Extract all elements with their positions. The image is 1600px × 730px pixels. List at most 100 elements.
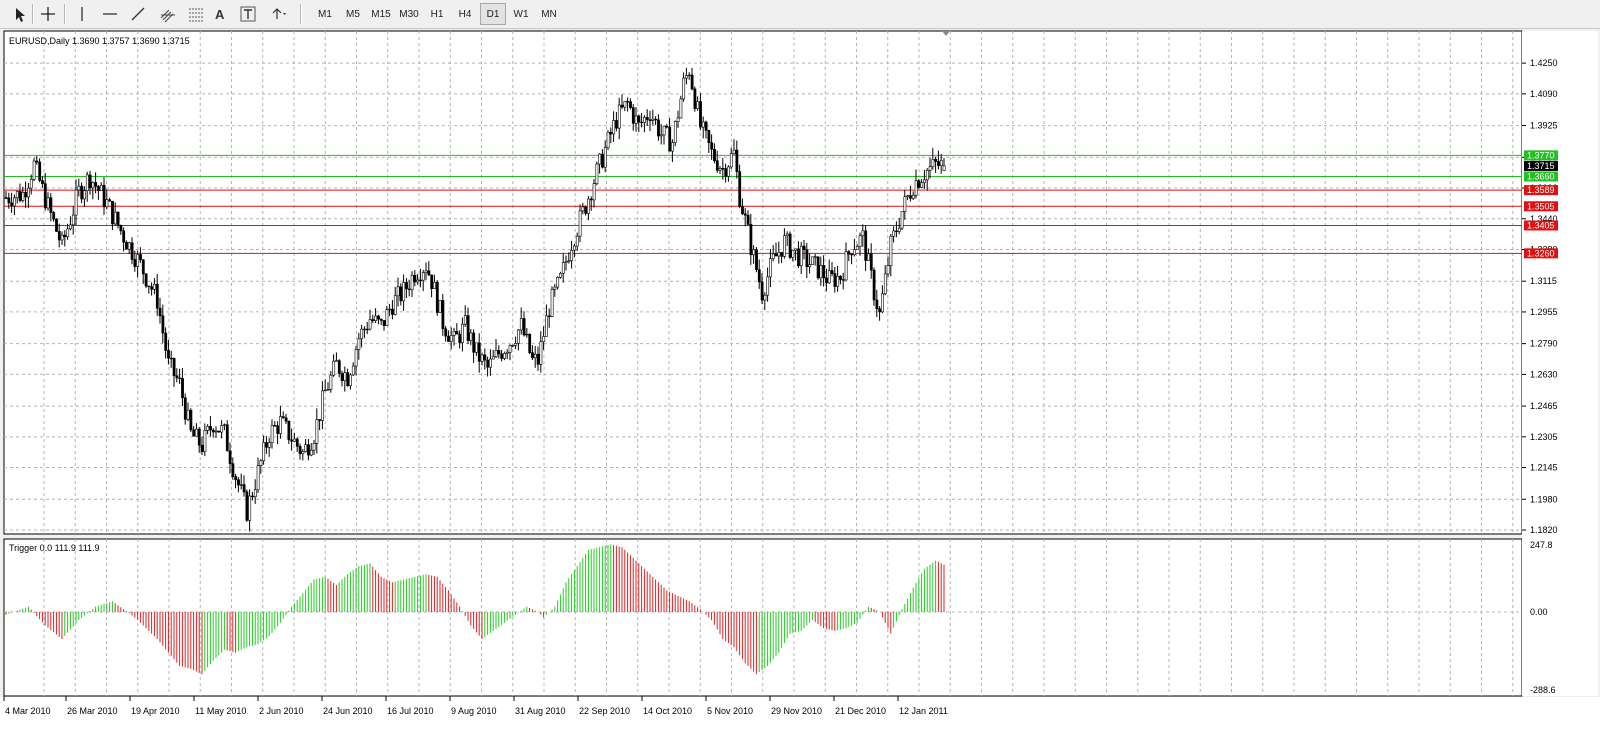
candle-body — [245, 491, 249, 521]
candle-body — [651, 118, 655, 121]
candle-body — [559, 273, 562, 278]
price-axis-label: 1.1980 — [1530, 494, 1558, 504]
candle-body — [108, 199, 112, 202]
time-axis-label: 14 Oct 2010 — [643, 706, 692, 716]
candle-body — [298, 446, 302, 455]
period-button-h4[interactable]: H4 — [458, 8, 472, 20]
period-button-m30[interactable]: M30 — [399, 8, 419, 20]
candle-body — [816, 256, 820, 279]
vertical-line-tool-button[interactable] — [70, 3, 94, 25]
candle-body — [584, 206, 588, 214]
candle-body — [410, 274, 414, 291]
candle-body — [727, 166, 730, 177]
period-button-m15[interactable]: M15 — [371, 8, 391, 20]
candle-body — [729, 153, 733, 168]
candle-body — [164, 332, 168, 351]
price-axis-label: 1.2305 — [1530, 432, 1558, 442]
candle-body — [578, 210, 582, 237]
candle-body — [116, 211, 120, 226]
candle-body — [648, 119, 652, 121]
candle-body — [903, 196, 907, 212]
candle-body — [122, 230, 126, 243]
candle-body — [850, 253, 854, 256]
candle-body — [63, 234, 67, 238]
fibonacci-channels-tool-button[interactable] — [156, 3, 180, 25]
candle-body — [15, 191, 19, 199]
candle-body — [444, 328, 448, 337]
candle-body — [357, 338, 361, 350]
candle-body — [939, 160, 943, 166]
main-toolbar: A M1 M5 M15 M30 H1 H4 D1 W1 MN — [0, 0, 1600, 29]
text-label-tool-button[interactable] — [236, 3, 260, 25]
candle-body — [66, 228, 70, 238]
fibonacci-retracement-tool-button[interactable] — [184, 3, 208, 25]
period-button-d1[interactable]: D1 — [480, 3, 506, 25]
arrows-dropdown-tool-button[interactable] — [264, 3, 296, 25]
time-axis-label: 4 Mar 2010 — [5, 706, 51, 716]
candle-body — [704, 121, 708, 131]
candle-body — [785, 233, 789, 236]
price-axis-label: 1.3440 — [1530, 214, 1558, 224]
candle-body — [531, 352, 534, 359]
candle-body — [491, 356, 495, 360]
price-axis-label: 1.1820 — [1530, 525, 1558, 535]
candle-body — [438, 300, 442, 313]
candle-body — [547, 315, 551, 317]
candle-body — [133, 259, 137, 267]
candle-body — [645, 117, 649, 121]
candle-body — [192, 429, 196, 437]
period-button-m1[interactable]: M1 — [318, 8, 332, 20]
text-tool-button[interactable]: A — [208, 3, 232, 25]
candle-body — [287, 420, 291, 441]
time-axis-label: 21 Dec 2010 — [835, 706, 886, 716]
candle-body — [525, 333, 529, 336]
candle-body — [27, 187, 30, 198]
candle-body — [374, 315, 378, 321]
candle-body — [774, 253, 778, 257]
candle-body — [715, 160, 719, 171]
level-price-tag — [1524, 201, 1558, 212]
horizontal-line-tool-button[interactable] — [98, 3, 122, 25]
candle-body — [592, 183, 596, 201]
price-axis-label: 1.2465 — [1530, 401, 1558, 411]
vertical-line-icon — [81, 7, 83, 21]
candle-body — [570, 249, 574, 262]
period-button-w1[interactable]: W1 — [513, 8, 529, 20]
period-button-h1[interactable]: H1 — [430, 8, 444, 20]
chart-shift-marker[interactable] — [942, 31, 950, 36]
candle-body — [497, 350, 501, 355]
period-button-m5[interactable]: M5 — [346, 8, 360, 20]
candle-body — [259, 460, 263, 466]
candle-body — [74, 189, 78, 216]
candle-body — [144, 273, 148, 287]
chart-header-label: EURUSD,Daily 1.3690 1.3757 1.3690 1.3715 — [9, 36, 190, 46]
candle-body — [371, 319, 375, 321]
candle-body — [55, 218, 58, 232]
price-axis-label: 1.3925 — [1530, 121, 1558, 131]
candle-body — [671, 142, 674, 152]
candle-body — [441, 300, 445, 330]
period-button-mn[interactable]: MN — [541, 8, 557, 20]
candle-body — [869, 253, 873, 271]
candle-body — [617, 104, 621, 129]
candle-body — [741, 206, 744, 215]
candle-body — [536, 353, 540, 365]
candle-body — [724, 168, 728, 177]
candle-body — [931, 158, 935, 168]
crosshair-tool-button[interactable] — [36, 3, 60, 25]
candle-body — [416, 279, 420, 283]
time-axis-label: 29 Nov 2010 — [771, 706, 822, 716]
trendline-tool-button[interactable] — [126, 3, 150, 25]
candle-body — [276, 425, 280, 434]
candle-body — [598, 153, 602, 165]
cursor-tool-button[interactable] — [8, 3, 32, 25]
candle-body — [595, 163, 599, 184]
price-axis-label: 1.2955 — [1530, 307, 1558, 317]
candle-body — [267, 442, 271, 448]
candle-body — [105, 199, 109, 208]
chart-window[interactable]: 1.42501.40901.39251.37601.36001.34401.32… — [0, 28, 1600, 730]
candle-body — [181, 377, 184, 399]
time-scale-area — [0, 697, 1600, 730]
candle-body — [696, 101, 700, 109]
candle-body — [262, 442, 266, 462]
